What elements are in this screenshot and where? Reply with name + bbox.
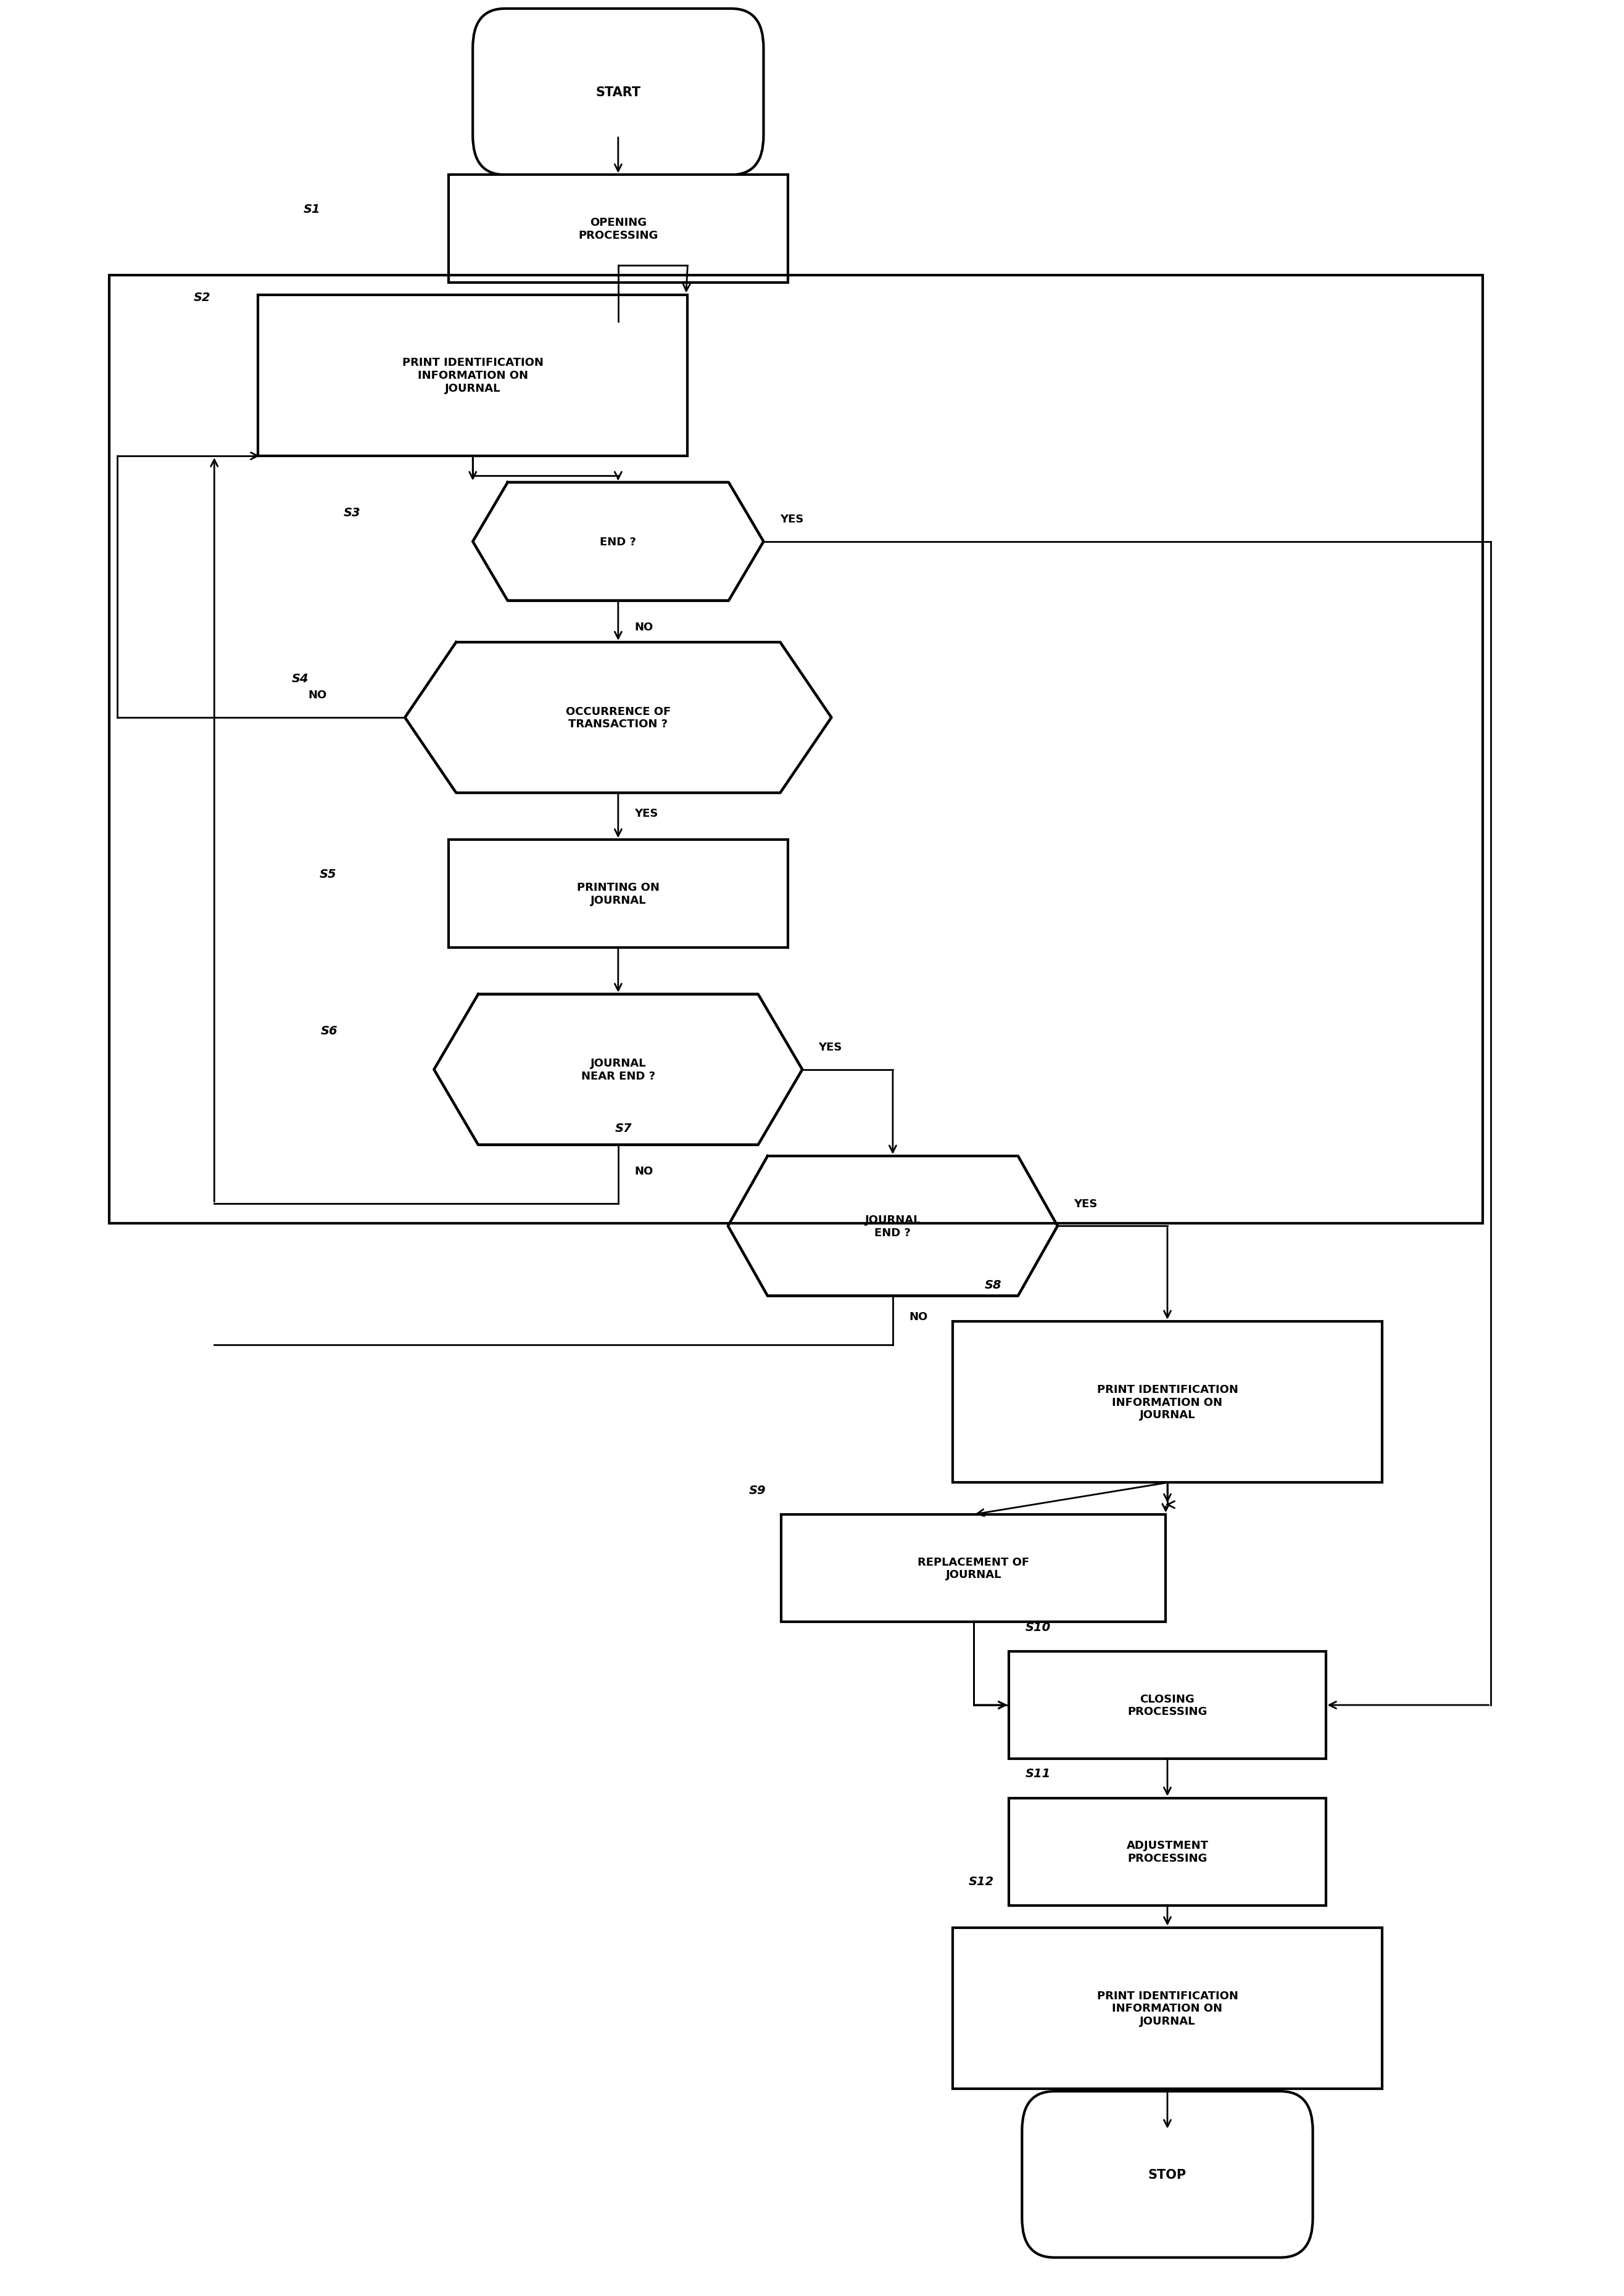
Polygon shape <box>728 1157 1057 1297</box>
Text: JOURNAL
END ?: JOURNAL END ? <box>866 1215 921 1238</box>
Text: NO: NO <box>309 689 326 700</box>
Text: CLOSING
PROCESSING: CLOSING PROCESSING <box>1127 1692 1207 1717</box>
Bar <box>448 840 788 948</box>
Text: ADJUSTMENT
PROCESSING: ADJUSTMENT PROCESSING <box>1127 1839 1208 1864</box>
Polygon shape <box>473 482 763 602</box>
Text: OPENING
PROCESSING: OPENING PROCESSING <box>578 218 658 241</box>
Text: JOURNAL
NEAR END ?: JOURNAL NEAR END ? <box>581 1058 654 1081</box>
Bar <box>109 276 1483 1224</box>
Bar <box>1009 1651 1325 1759</box>
Text: S10: S10 <box>1025 1621 1051 1632</box>
Text: S8: S8 <box>984 1279 1002 1290</box>
Text: STOP: STOP <box>1148 2167 1187 2181</box>
Text: NO: NO <box>909 1311 927 1322</box>
Text: S1: S1 <box>304 204 320 216</box>
Text: PRINTING ON
JOURNAL: PRINTING ON JOURNAL <box>577 882 659 907</box>
FancyBboxPatch shape <box>473 9 763 174</box>
Text: S12: S12 <box>968 1876 994 1887</box>
Text: YES: YES <box>635 808 658 820</box>
Text: YES: YES <box>818 1042 843 1052</box>
Text: END ?: END ? <box>599 537 637 546</box>
Text: S3: S3 <box>344 507 361 519</box>
Bar <box>258 296 687 457</box>
Text: S5: S5 <box>320 868 336 879</box>
Bar <box>953 1929 1382 2089</box>
Text: YES: YES <box>1073 1199 1098 1210</box>
Text: PRINT IDENTIFICATION
INFORMATION ON
JOURNAL: PRINT IDENTIFICATION INFORMATION ON JOUR… <box>403 358 544 395</box>
Text: OCCURRENCE OF
TRANSACTION ?: OCCURRENCE OF TRANSACTION ? <box>565 705 671 730</box>
Text: REPLACEMENT OF
JOURNAL: REPLACEMENT OF JOURNAL <box>918 1557 1030 1580</box>
Text: YES: YES <box>780 514 804 526</box>
Text: NO: NO <box>635 1166 653 1178</box>
Text: PRINT IDENTIFICATION
INFORMATION ON
JOURNAL: PRINT IDENTIFICATION INFORMATION ON JOUR… <box>1096 1991 1237 2027</box>
Polygon shape <box>434 994 802 1146</box>
Text: S9: S9 <box>749 1483 767 1497</box>
Bar <box>781 1515 1166 1621</box>
Text: S4: S4 <box>292 673 309 684</box>
Text: S11: S11 <box>1025 1768 1051 1779</box>
Bar <box>1009 1798 1325 1906</box>
Bar <box>953 1322 1382 1483</box>
Text: S2: S2 <box>193 292 211 303</box>
Text: S7: S7 <box>615 1123 632 1134</box>
Text: S6: S6 <box>322 1024 338 1035</box>
Text: NO: NO <box>635 622 653 634</box>
FancyBboxPatch shape <box>1021 2092 1312 2257</box>
Text: START: START <box>596 85 641 99</box>
Text: PRINT IDENTIFICATION
INFORMATION ON
JOURNAL: PRINT IDENTIFICATION INFORMATION ON JOUR… <box>1096 1384 1237 1421</box>
Bar <box>448 174 788 282</box>
Polygon shape <box>404 643 831 792</box>
